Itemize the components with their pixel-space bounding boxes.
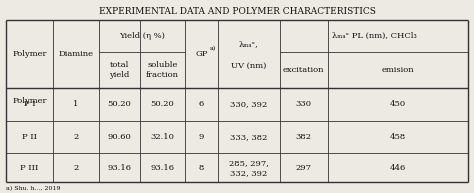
Text: 6: 6 [199, 100, 204, 108]
Text: λₘₐˣ,: λₘₐˣ, [239, 40, 259, 48]
Text: 2: 2 [73, 133, 79, 141]
Text: 1: 1 [73, 100, 79, 108]
Text: 285, 297,
332, 392: 285, 297, 332, 392 [229, 159, 269, 177]
Text: 450: 450 [390, 100, 406, 108]
Text: P II: P II [22, 133, 37, 141]
Text: 32.10: 32.10 [150, 133, 174, 141]
Text: 50.20: 50.20 [107, 100, 131, 108]
Text: P III: P III [20, 164, 38, 172]
Text: 330, 392: 330, 392 [230, 100, 267, 108]
Text: 50.20: 50.20 [150, 100, 174, 108]
Text: λₘₐˣ PL (nm), CHCl₃: λₘₐˣ PL (nm), CHCl₃ [332, 32, 416, 40]
Text: excitation: excitation [283, 66, 325, 74]
Text: 93.16: 93.16 [150, 164, 174, 172]
Text: 333, 382: 333, 382 [230, 133, 267, 141]
Text: total
yield: total yield [109, 61, 129, 79]
Text: Polymer: Polymer [12, 50, 46, 58]
Text: 297: 297 [296, 164, 312, 172]
Text: 458: 458 [390, 133, 406, 141]
Text: GP: GP [195, 50, 208, 58]
Text: 446: 446 [390, 164, 406, 172]
Text: Yield (η %): Yield (η %) [119, 32, 164, 40]
Text: a): a) [210, 46, 216, 51]
Text: UV (nm): UV (nm) [231, 62, 266, 70]
Text: a) Shu. h..., 2019: a) Shu. h..., 2019 [6, 186, 60, 191]
Text: 382: 382 [296, 133, 312, 141]
Text: Diamine: Diamine [58, 50, 93, 58]
Text: 8: 8 [199, 164, 204, 172]
Text: soluble
fraction: soluble fraction [146, 61, 179, 79]
Text: 2: 2 [73, 164, 79, 172]
Text: Polymer: Polymer [12, 97, 46, 105]
Text: 93.16: 93.16 [107, 164, 131, 172]
Text: EXPERIMENTAL DATA AND POLYMER CHARACTERISTICS: EXPERIMENTAL DATA AND POLYMER CHARACTERI… [99, 7, 375, 16]
Text: 330: 330 [296, 100, 312, 108]
Text: emision: emision [382, 66, 414, 74]
Text: 9: 9 [199, 133, 204, 141]
Text: 90.60: 90.60 [107, 133, 131, 141]
Text: P I: P I [24, 100, 35, 108]
